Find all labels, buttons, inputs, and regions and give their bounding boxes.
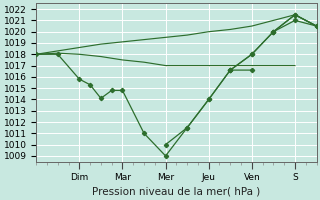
X-axis label: Pression niveau de la mer( hPa ): Pression niveau de la mer( hPa ) xyxy=(92,187,260,197)
